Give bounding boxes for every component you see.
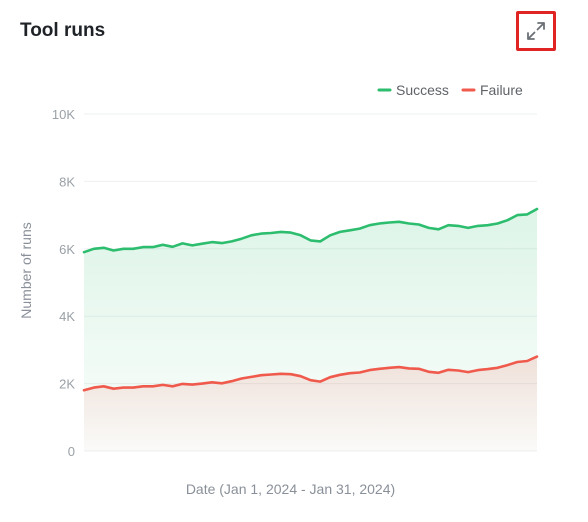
y-tick-label: 0	[68, 444, 75, 459]
legend-label: Failure	[480, 82, 523, 98]
y-tick-label: 8K	[59, 174, 75, 189]
series-line-failure	[82, 355, 539, 392]
card-title: Tool runs	[20, 20, 106, 41]
expand-button[interactable]	[516, 11, 556, 51]
lines	[82, 207, 539, 392]
x-axis-label: Date (Jan 1, 2024 - Jan 31, 2024)	[186, 481, 395, 497]
expand-icon	[527, 22, 545, 40]
y-tick-label: 10K	[52, 107, 75, 122]
legend-label: Success	[396, 82, 449, 98]
areas	[84, 209, 537, 451]
legend-item-success[interactable]: Success	[377, 82, 449, 98]
y-tick-label: 6K	[59, 242, 75, 257]
y-tick-label: 2K	[59, 377, 75, 392]
legend: Success Failure	[377, 82, 523, 98]
y-tick-label: 4K	[59, 309, 75, 324]
axes: 0 2K 4K 6K 8K 10K Number of runs Date (Jan 1, 2…	[18, 107, 395, 497]
series-area-failure	[84, 356, 537, 451]
y-axis-label: Number of runs	[18, 222, 34, 318]
legend-item-failure[interactable]: Failure	[461, 82, 523, 98]
series-line-success	[82, 207, 539, 254]
